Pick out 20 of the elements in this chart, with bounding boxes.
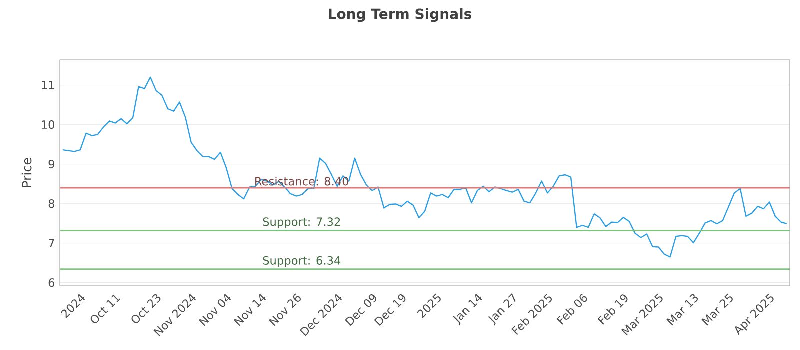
y-tick-label: 8 (48, 200, 55, 208)
x-tick-label: Feb 06 (556, 294, 588, 325)
x-tick-label: Oct 11 (90, 294, 121, 324)
x-tick-label: Nov 04 (198, 294, 232, 326)
chart-title: Long Term Signals (329, 8, 472, 22)
ref-line-label: Support: 7.32 (263, 218, 340, 228)
x-tick-label: Jan 27 (488, 293, 516, 326)
x-tick-label: Mar 25 (702, 294, 733, 326)
y-axis-title: Price (22, 158, 32, 188)
x-tick-label: Mar 13 (666, 294, 698, 326)
y-tick-label: 6 (48, 278, 55, 288)
y-tick-label: 11 (42, 81, 54, 90)
x-tick-label: Oct 23 (132, 294, 161, 324)
x-tick-label: Feb 19 (598, 294, 628, 325)
x-tick-label: Nov 14 (234, 294, 266, 326)
y-tick-label: 10 (42, 120, 55, 130)
ref-line-label: Support: 6.34 (263, 256, 341, 268)
y-tick-label: 7 (49, 239, 54, 248)
y-tick-label: 9 (48, 160, 54, 169)
x-tick-label: Jan 14 (453, 294, 482, 326)
